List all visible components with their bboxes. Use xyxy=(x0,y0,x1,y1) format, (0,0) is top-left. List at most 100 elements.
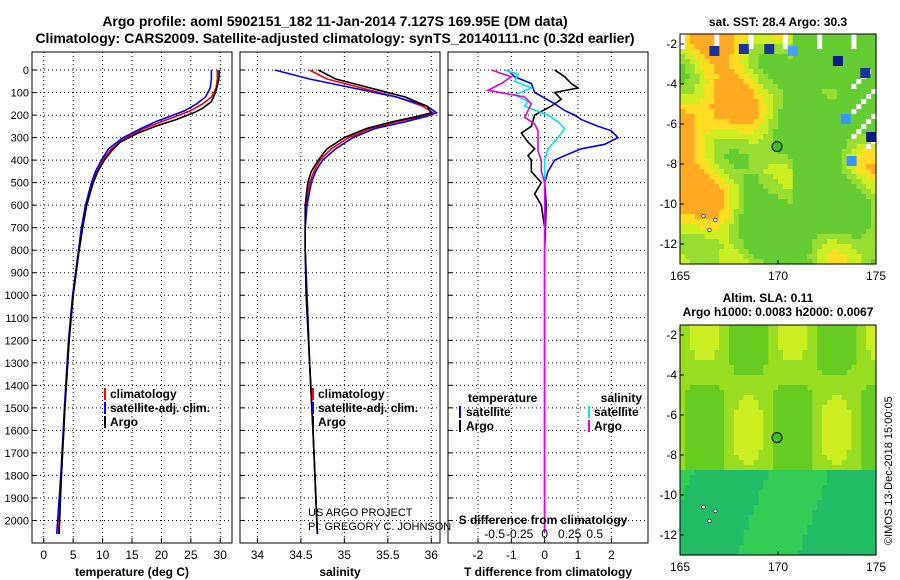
map-cell xyxy=(836,39,843,45)
map-cell xyxy=(792,94,799,100)
map-cell xyxy=(743,134,750,140)
map-cell xyxy=(714,350,720,356)
map-cell xyxy=(719,410,725,416)
map-cell xyxy=(802,390,808,396)
map-cell xyxy=(827,244,833,250)
map-cell xyxy=(792,254,799,260)
map-cell xyxy=(836,435,843,441)
map-cell xyxy=(797,99,804,105)
map-cell xyxy=(699,445,706,451)
map-cell xyxy=(709,134,715,140)
map-cell xyxy=(866,420,872,426)
map-cell xyxy=(709,179,715,185)
map-cell xyxy=(866,209,872,215)
map-cell xyxy=(856,515,862,521)
map-cell xyxy=(782,49,789,55)
map-cell xyxy=(748,159,755,165)
map-cell xyxy=(743,460,750,466)
map-cell xyxy=(856,380,862,386)
map-cell xyxy=(768,460,774,466)
map-cell xyxy=(836,520,843,526)
map-cell xyxy=(802,159,808,165)
map-cell xyxy=(851,224,857,230)
map-cell xyxy=(812,209,818,215)
map-cell xyxy=(827,114,833,120)
map-cell xyxy=(841,470,848,476)
map-cell xyxy=(758,49,764,55)
map-cell xyxy=(817,435,823,441)
map-cell xyxy=(680,445,686,451)
map-cell xyxy=(758,114,764,120)
map-cell xyxy=(822,234,828,240)
map-cell xyxy=(773,325,779,331)
map-cell xyxy=(871,179,877,185)
map-cell xyxy=(846,134,853,140)
map-cell xyxy=(680,39,686,45)
map-cell xyxy=(807,119,813,125)
map-cell xyxy=(680,139,686,145)
map-cell xyxy=(822,169,828,175)
map-cell xyxy=(689,209,696,215)
map-cell xyxy=(724,435,730,441)
map-cell xyxy=(704,244,710,250)
map-cell xyxy=(822,64,828,70)
map-cell xyxy=(699,64,706,70)
map-cell xyxy=(719,164,725,170)
map-cell xyxy=(861,169,867,175)
map-cell xyxy=(729,535,735,541)
map-cell xyxy=(787,189,794,195)
map-cell xyxy=(699,325,706,331)
map-cell xyxy=(753,109,759,115)
map-cell xyxy=(812,259,818,265)
map-cell xyxy=(831,475,838,481)
map-cell xyxy=(817,485,823,491)
map-cell xyxy=(792,470,799,476)
map-cell xyxy=(851,380,857,386)
map-cell xyxy=(807,345,813,351)
map-cell xyxy=(763,119,769,125)
map-cell xyxy=(773,400,779,406)
map-cell xyxy=(831,249,838,255)
map-cell xyxy=(719,174,725,180)
map-cell xyxy=(812,450,818,456)
map-cell xyxy=(743,54,750,60)
map-cell xyxy=(836,495,843,501)
series-line-climatology xyxy=(304,69,435,535)
map-cell xyxy=(841,184,848,190)
map-cell xyxy=(827,385,833,391)
map-cell xyxy=(856,179,862,185)
map-cell xyxy=(802,430,808,436)
map-cell xyxy=(778,360,784,366)
map-cell xyxy=(817,209,823,215)
map-cell xyxy=(689,214,696,220)
map-cell xyxy=(871,545,877,551)
map-cell xyxy=(836,470,843,476)
map-cell xyxy=(694,430,701,436)
map-cell xyxy=(699,490,706,496)
map-cell xyxy=(871,69,877,75)
map-cell xyxy=(831,325,838,331)
map-cell xyxy=(714,365,720,371)
map-cell xyxy=(733,445,740,451)
map-cell xyxy=(797,415,804,421)
map-cell xyxy=(733,239,740,245)
map-cell xyxy=(871,84,877,90)
map-cell xyxy=(782,129,789,135)
map-cell xyxy=(738,340,745,346)
map-cell xyxy=(704,410,710,416)
map-cell xyxy=(812,184,818,190)
map-cell xyxy=(782,380,789,386)
map-cell xyxy=(733,89,740,95)
map-cell xyxy=(822,109,828,115)
map-cell xyxy=(841,109,848,115)
map-cell xyxy=(704,219,710,225)
map-cell xyxy=(797,470,804,476)
map-cell xyxy=(680,505,686,511)
map-cell xyxy=(684,189,691,195)
map-cell xyxy=(763,485,769,491)
map-cell xyxy=(714,54,720,60)
credit-project: US ARGO PROJECT xyxy=(308,507,413,519)
map-cell xyxy=(724,460,730,466)
map-cell xyxy=(836,415,843,421)
map-cell xyxy=(861,400,867,406)
